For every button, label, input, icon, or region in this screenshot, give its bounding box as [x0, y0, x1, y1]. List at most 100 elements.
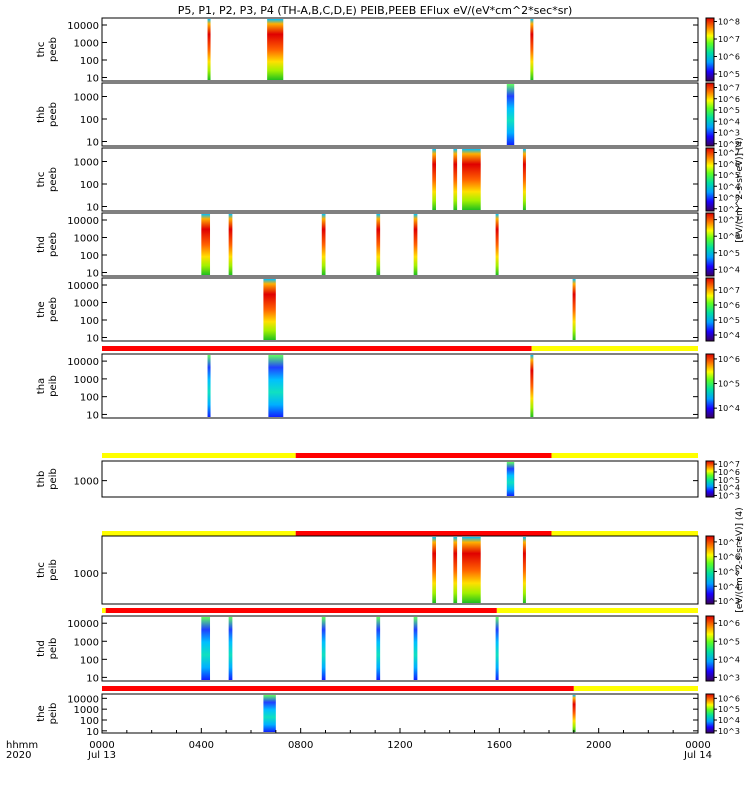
colorbar-tick-label: 10^2	[718, 205, 740, 214]
colorbar-tick-label: 10^7	[718, 149, 740, 158]
spectrogram-interval	[228, 617, 233, 680]
colorbar-tick-label: 10^5	[718, 171, 740, 180]
spectrogram-interval	[201, 617, 211, 680]
spectrogram-interval	[321, 214, 326, 275]
x-tick-label: 1600	[487, 740, 512, 751]
panel: 1000 thb peib 10^310^410^510^610^7	[36, 453, 740, 500]
colorbar-tick-label: 10^3	[718, 194, 740, 203]
x-tick-sublabel: Jul 14	[683, 750, 712, 761]
mode-bar-segment	[102, 531, 296, 536]
panel-label-product: peib	[48, 468, 59, 490]
panel-frame	[101, 147, 699, 212]
y-tick-label: 10000	[67, 21, 99, 32]
panel: 10 100 1000 10000 tha peib 10^4 10^5 10^6	[36, 346, 740, 421]
panel-frame	[101, 277, 699, 342]
x-axis-label-line-2: 2020	[6, 750, 31, 761]
colorbar-tick-label: 10^6	[718, 53, 740, 62]
colorbar	[705, 277, 715, 342]
panel-label-product: peeb	[48, 102, 59, 127]
colorbar-tick-label: 10^6	[718, 694, 740, 703]
y-tick-label: 1000	[74, 93, 99, 104]
colorbar-tick-label: 10^3	[718, 727, 740, 736]
panel-label-product: peib	[48, 375, 59, 397]
panel-label-probe: thb	[36, 471, 47, 488]
colorbar-axis-label-peib: [eV/(cm^2-s-sr-eV)] (4)	[735, 507, 745, 612]
y-tick-label: 100	[80, 56, 99, 67]
colorbar	[705, 460, 715, 498]
colorbar-tick-label: 10^5	[718, 567, 740, 576]
spectrogram-interval	[522, 537, 526, 603]
spectrogram-interval	[207, 19, 211, 80]
y-tick-label: 1000	[74, 234, 99, 245]
y-tick-label: 10	[86, 269, 99, 280]
spectrogram-interval	[207, 355, 211, 417]
spectrogram-interval	[432, 149, 437, 210]
panel-frame	[101, 460, 699, 498]
panel-label-product: peeb	[48, 37, 59, 62]
colorbar-tick-label: 10^5	[718, 249, 740, 258]
chart-title: P5, P1, P2, P3, P4 (TH-A,B,C,D,E) PEIB,P…	[178, 4, 573, 17]
panel-label-probe: thd	[36, 236, 47, 253]
panel-label-product: peeb	[48, 167, 59, 192]
colorbar	[705, 212, 715, 277]
colorbar	[705, 82, 715, 147]
colorbar	[705, 693, 715, 734]
y-tick-label: 10000	[67, 216, 99, 227]
colorbar-tick-label: 10^4	[718, 655, 740, 664]
spectrogram-interval	[263, 279, 276, 340]
colorbar-tick-label: 10^4	[718, 117, 740, 126]
y-tick-label: 1000	[74, 39, 99, 50]
mode-bar-segment	[102, 686, 574, 691]
spectrogram-interval	[495, 214, 499, 275]
colorbar-axis-label-peeb: [eV/(cm^2-s-sr-eV)] (4)	[735, 137, 745, 242]
y-tick-label: 1000	[74, 158, 99, 169]
colorbar	[705, 17, 715, 82]
panel: 10 100 1000 thb peeb 10^2 10^3 10^4 10^5 10^6 10^7	[36, 82, 740, 149]
y-tick-label: 10000	[67, 281, 99, 292]
y-tick-label: 10	[86, 138, 99, 149]
panel-frame	[101, 693, 699, 734]
panel-label-probe: thb	[36, 106, 47, 123]
panel-label-probe: thc	[36, 172, 47, 188]
colorbar-tick-label: 10^3	[718, 673, 740, 682]
y-tick-label: 10	[86, 203, 99, 214]
mode-bar-segment	[102, 453, 296, 458]
spectrogram-interval	[263, 695, 276, 732]
spectrogram-interval	[522, 149, 526, 210]
colorbar-tick-label: 10^7	[718, 460, 740, 469]
y-tick-label: 1000	[74, 637, 99, 648]
colorbar-tick-label: 10^4	[718, 331, 740, 340]
colorbar-tick-label: 10^5	[718, 106, 740, 115]
colorbar	[705, 353, 715, 419]
panel-frame	[101, 82, 699, 147]
spectrogram-interval	[506, 462, 515, 496]
colorbar-tick-label: 10^7	[718, 216, 740, 225]
mode-bar-segment	[531, 346, 698, 351]
x-tick-label: 0400	[189, 740, 214, 751]
colorbar-tick-label: 10^6	[718, 301, 740, 310]
spectrogram-interval	[530, 355, 534, 417]
y-tick-label: 100	[80, 716, 99, 727]
colorbar-tick-label: 10^6	[718, 355, 740, 364]
spectrogram-interval	[572, 695, 576, 732]
panel-frame	[101, 615, 699, 682]
mode-bar-segment	[551, 531, 698, 536]
spectrogram-interval	[462, 149, 481, 210]
colorbar-tick-label: 10^4	[718, 404, 740, 413]
panel-frame	[101, 535, 699, 605]
panel-label-product: peeb	[48, 297, 59, 322]
colorbar-tick-label: 10^5	[718, 316, 740, 325]
colorbar-tick-label: 10^2	[718, 140, 740, 149]
panel-label-probe: the	[36, 705, 47, 721]
panel-label-product: peeb	[48, 232, 59, 257]
panel-frame	[101, 353, 699, 419]
y-tick-label: 100	[80, 393, 99, 404]
panel-label-probe: thc	[36, 42, 47, 58]
spectrogram-interval	[530, 19, 534, 80]
colorbar-tick-label: 10^4	[718, 716, 740, 725]
colorbar-tick-label: 10^7	[718, 35, 740, 44]
y-tick-label: 10000	[67, 619, 99, 630]
